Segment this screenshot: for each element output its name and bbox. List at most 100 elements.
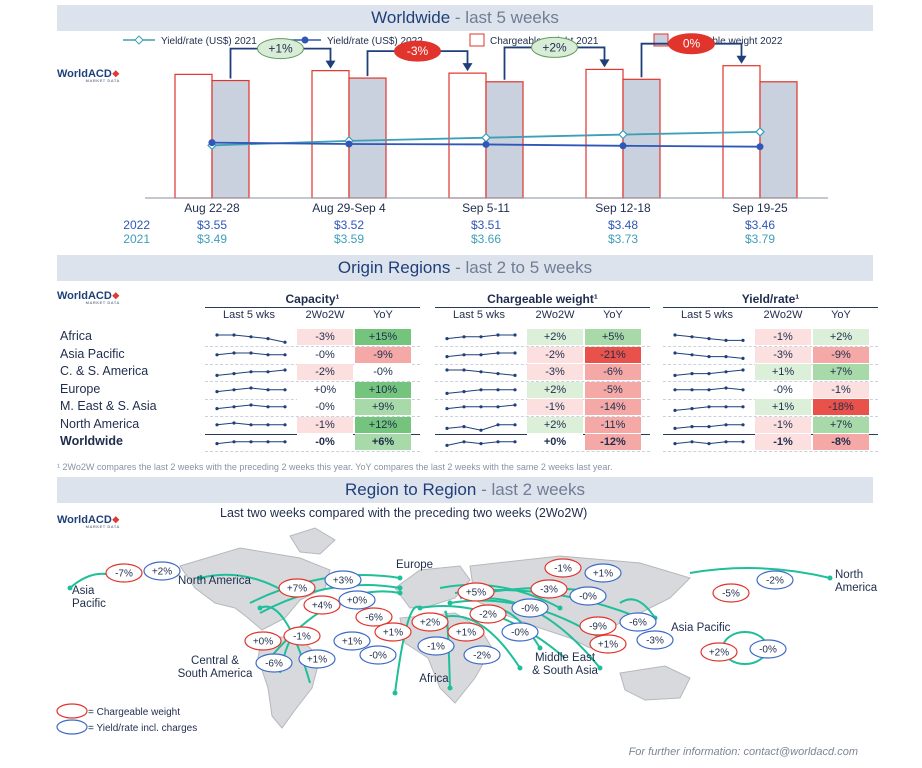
sparkline-point <box>496 333 500 337</box>
sparkline <box>673 405 745 412</box>
region-row-label: North America <box>60 416 140 431</box>
rate-value: $3.46 <box>745 218 775 232</box>
route-badge <box>712 583 750 603</box>
flow-arrow-head <box>827 575 833 581</box>
route-badge-label: +0% <box>347 596 367 607</box>
flow-arrow-head <box>517 665 523 671</box>
rate-value: $3.52 <box>334 218 364 232</box>
sparkline-point <box>673 426 677 430</box>
flow-arrow-head <box>447 600 453 606</box>
route-badge <box>544 558 582 578</box>
region-row-label: Africa <box>60 329 92 343</box>
sparkline-point <box>741 387 745 391</box>
bar-cw2021 <box>448 72 487 199</box>
legend-yield-swatch <box>56 719 88 735</box>
sparkline-point <box>283 368 287 372</box>
row-divider <box>205 451 420 452</box>
cell-2wo2w: -3% <box>527 364 583 380</box>
legend-label-3: Chargeable weight 2022 <box>674 36 783 47</box>
contact-info: For further information: contact@worldac… <box>628 746 858 758</box>
cell-2wo2w: -1% <box>297 416 353 433</box>
route-badge-label: -6% <box>265 659 283 670</box>
sparkline-point <box>462 368 466 372</box>
route-badge <box>333 631 371 651</box>
cell-yoy: -1% <box>813 381 869 398</box>
flow-arrow-head <box>397 585 403 591</box>
route-badge <box>749 639 787 659</box>
route-badge <box>447 622 485 642</box>
change-arrowhead <box>736 55 747 64</box>
sparkline-point <box>445 368 449 372</box>
group-title: Yield/rate¹ <box>741 292 800 306</box>
sparkline <box>445 440 517 447</box>
sparkline-point <box>479 442 483 446</box>
cell-yoy: -12% <box>585 434 641 450</box>
sparkline-point <box>266 440 270 444</box>
sparkline-point <box>445 407 449 411</box>
sparkline-point <box>283 340 287 344</box>
sparkline-point <box>513 333 517 337</box>
flow-arrow-head <box>447 685 453 691</box>
x-tick-label: Aug 22-28 <box>184 201 240 215</box>
sparkline <box>215 420 287 426</box>
region-label: North <box>835 569 863 581</box>
bar-cw2022 <box>622 78 661 199</box>
route-badge-label: +1% <box>342 637 362 648</box>
legend-yield-label: = Yield/rate incl. charges <box>88 723 197 734</box>
sparkline-point <box>232 372 236 376</box>
cell-2wo2w: -0% <box>755 381 811 398</box>
sparkline <box>673 350 745 360</box>
legend-cw-swatch <box>56 703 88 719</box>
sparkline-point <box>724 440 728 444</box>
sparkline-point <box>462 389 466 393</box>
sparkline-point <box>445 354 449 358</box>
column-header: YoY <box>373 309 393 321</box>
sparkline-point <box>266 370 270 374</box>
sparkline <box>445 422 517 432</box>
region-label: America <box>835 582 878 594</box>
sparkline <box>445 333 517 341</box>
route-badge-label: -2% <box>473 651 491 662</box>
cell-yoy: -9% <box>355 346 411 363</box>
change-arrowhead <box>325 60 336 69</box>
route-badge <box>463 645 501 665</box>
route-badge <box>417 636 455 656</box>
sparkline-point <box>232 350 236 355</box>
sparkline-point <box>496 405 500 409</box>
sparkline-point <box>249 370 253 374</box>
sparkline-point <box>445 443 449 447</box>
sparkline <box>215 440 287 446</box>
route-badge <box>244 631 282 651</box>
sparkline <box>215 385 287 393</box>
flow-arrow-head <box>197 575 203 581</box>
region-label: Pacific <box>72 598 106 610</box>
sparkline-point <box>673 408 677 412</box>
sparkline-point <box>479 387 483 391</box>
region-row-label: M. East & S. Asia <box>60 399 157 413</box>
group-rule <box>205 307 420 308</box>
cell-yoy: -6% <box>585 364 641 380</box>
route-badge <box>756 570 794 590</box>
yield-point-2022 <box>619 142 627 150</box>
sparkline-point <box>513 440 517 444</box>
cell-yoy: -21% <box>585 346 641 363</box>
sparkline-point <box>445 426 449 430</box>
x-tick-label: Sep 12-18 <box>595 201 651 215</box>
region-label: Africa <box>419 673 449 685</box>
route-badge-label: -7% <box>115 569 133 580</box>
sparkline-point <box>496 422 500 426</box>
cell-2wo2w: +2% <box>527 416 583 433</box>
sparkline-point <box>724 354 728 358</box>
cell-2wo2w: -0% <box>297 346 353 363</box>
route-badge-label: +7% <box>287 584 307 595</box>
route-badge <box>283 626 321 646</box>
cell-2wo2w: -0% <box>297 434 353 450</box>
x-tick-label: Sep 19-25 <box>732 201 788 215</box>
change-badge <box>394 40 441 62</box>
rate-value: $3.66 <box>471 232 501 246</box>
route-badge-label: -0% <box>521 604 539 615</box>
yield-point-2022 <box>208 139 216 147</box>
sparkline-point <box>479 335 483 339</box>
group-rule <box>435 307 650 308</box>
route-badge-label: -0% <box>369 651 387 662</box>
